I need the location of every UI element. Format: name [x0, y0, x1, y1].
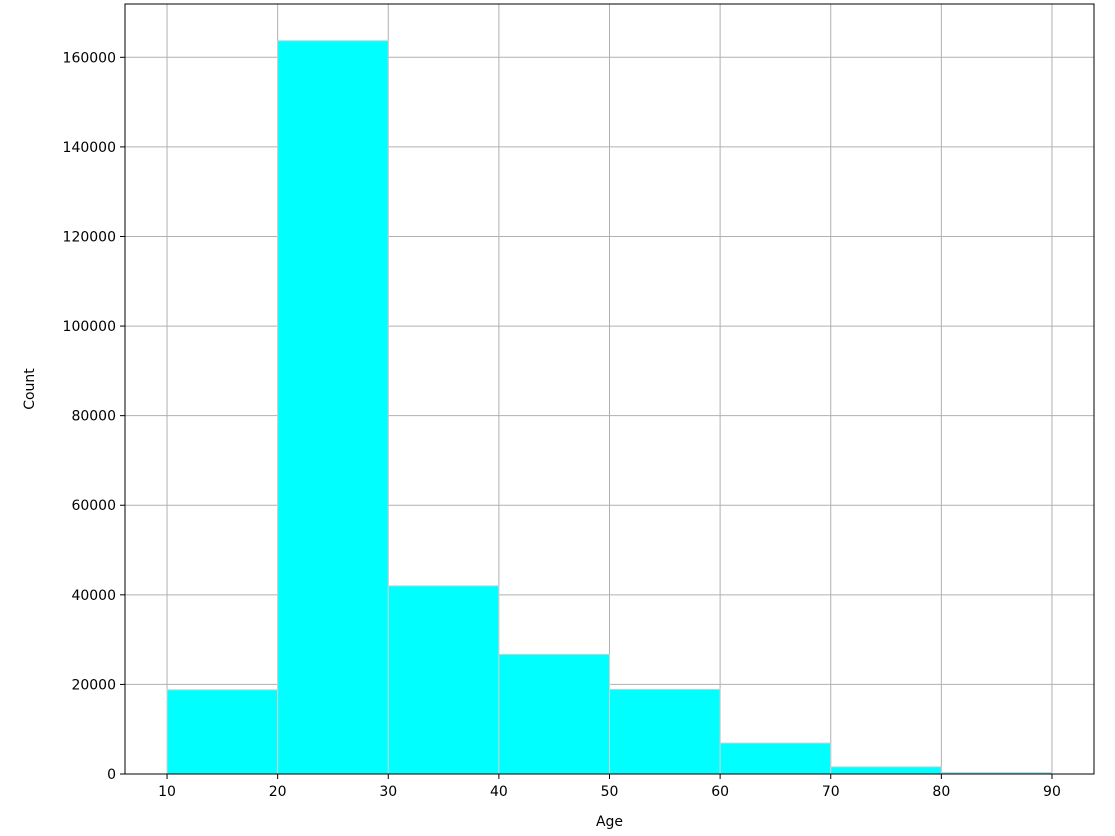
histogram-bars: [166, 40, 1053, 775]
x-tick-label: 70: [822, 784, 840, 800]
histogram-bar: [830, 766, 942, 775]
y-tick-label: 140000: [63, 140, 116, 156]
y-tick-label: 100000: [63, 319, 116, 335]
axis-ticks: 10 20 30 40 50 60 70 80 90 0 20000 40000 60000 80000 1…: [63, 50, 1061, 800]
y-tick-label: 0: [107, 767, 116, 783]
histogram-bar: [166, 689, 279, 775]
y-tick-label: 120000: [63, 229, 116, 245]
x-tick-label: 30: [379, 784, 397, 800]
x-axis-label: Age: [596, 814, 623, 830]
x-tick-label: 50: [601, 784, 619, 800]
y-tick-label: 80000: [71, 409, 116, 425]
x-tick-label: 90: [1043, 784, 1061, 800]
y-axis-label: Count: [22, 368, 38, 410]
y-tick-label: 20000: [71, 677, 116, 693]
histogram-bar: [609, 688, 721, 775]
histogram-bar: [387, 585, 500, 775]
y-tick-label: 160000: [63, 50, 116, 66]
x-tick-label: 10: [158, 784, 176, 800]
x-tick-label: 40: [490, 784, 508, 800]
x-tick-label: 80: [932, 784, 950, 800]
x-tick-label: 60: [711, 784, 729, 800]
histogram-bar: [719, 742, 832, 775]
y-tick-label: 40000: [71, 588, 116, 604]
histogram-bar: [277, 40, 389, 775]
y-tick-label: 60000: [71, 498, 116, 514]
x-tick-label: 20: [269, 784, 287, 800]
histogram-bar: [498, 653, 611, 775]
